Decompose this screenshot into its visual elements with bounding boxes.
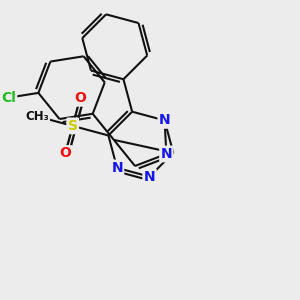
Text: N: N xyxy=(144,169,155,184)
Text: O: O xyxy=(74,91,86,105)
Text: CH₃: CH₃ xyxy=(25,110,49,123)
Text: Cl: Cl xyxy=(1,91,16,105)
Text: N: N xyxy=(159,113,170,128)
Text: O: O xyxy=(59,146,71,161)
Text: N: N xyxy=(111,161,123,175)
Text: S: S xyxy=(68,119,78,133)
Text: N: N xyxy=(160,147,172,161)
